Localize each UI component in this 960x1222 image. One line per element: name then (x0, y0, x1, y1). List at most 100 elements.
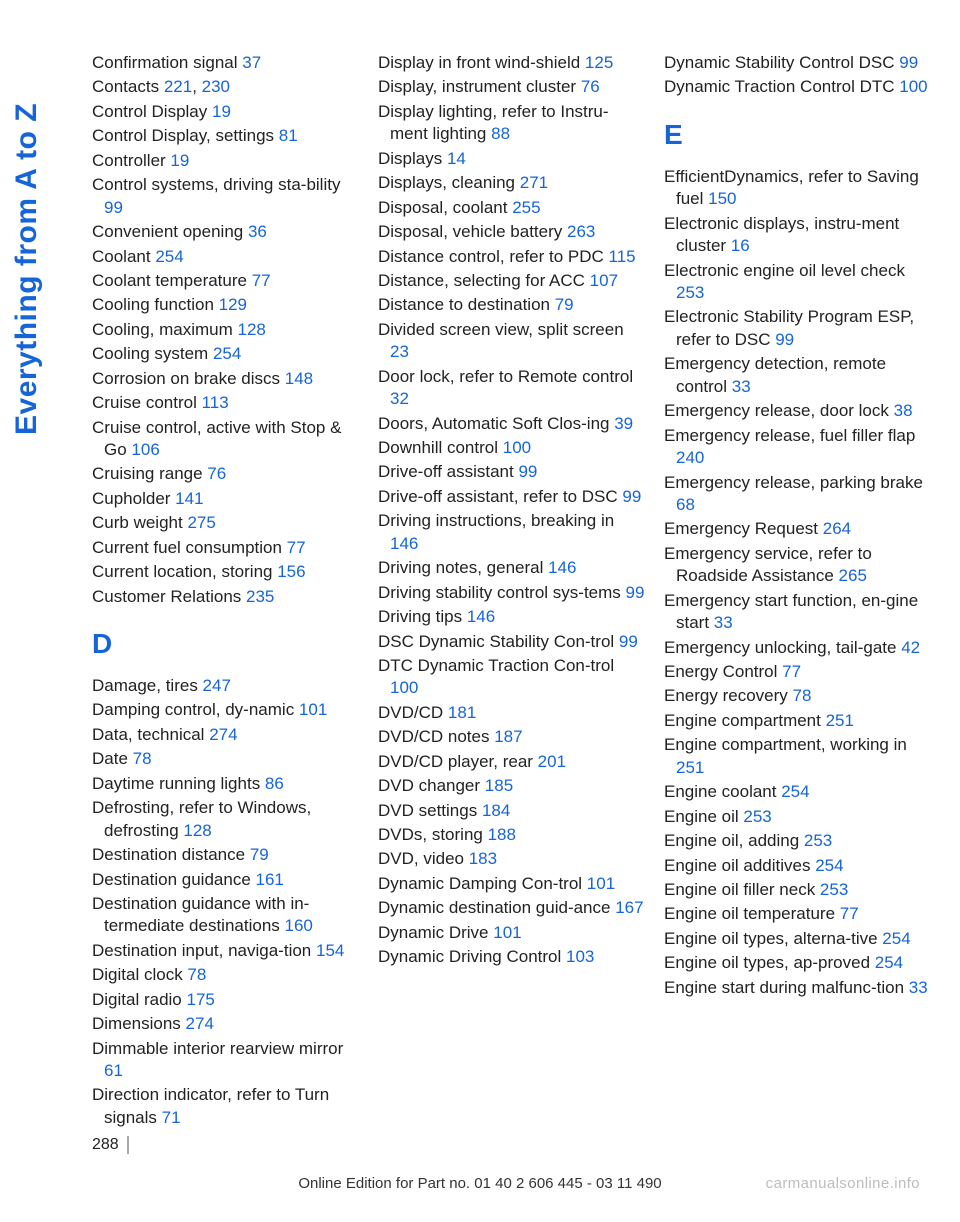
page-ref[interactable]: 99 (518, 462, 537, 481)
page-ref[interactable]: 128 (238, 320, 266, 339)
page-ref[interactable]: 14 (447, 149, 466, 168)
page-ref[interactable]: 19 (170, 151, 189, 170)
page-ref[interactable]: 161 (256, 870, 284, 889)
page-ref[interactable]: 78 (187, 965, 206, 984)
page-ref[interactable]: 253 (676, 283, 704, 302)
page-ref[interactable]: 175 (187, 990, 215, 1009)
page-ref[interactable]: 150 (708, 189, 736, 208)
index-entry-text: Driving tips (378, 607, 467, 626)
page-ref[interactable]: 106 (131, 440, 159, 459)
page-ref[interactable]: 32 (390, 389, 409, 408)
page-ref[interactable]: 99 (899, 53, 918, 72)
page-ref[interactable]: 251 (676, 758, 704, 777)
page-ref[interactable]: 68 (676, 495, 695, 514)
page-ref[interactable]: 274 (209, 725, 237, 744)
page-ref[interactable]: 99 (626, 583, 645, 602)
page-ref[interactable]: 128 (183, 821, 211, 840)
page-ref[interactable]: 264 (823, 519, 851, 538)
page-ref[interactable]: 183 (469, 849, 497, 868)
page-ref[interactable]: 125 (585, 53, 613, 72)
page-ref[interactable]: 146 (467, 607, 495, 626)
page-ref[interactable]: 113 (202, 393, 229, 412)
page-ref[interactable]: 100 (390, 678, 418, 697)
page-ref[interactable]: 235 (246, 587, 274, 606)
page-ref[interactable]: 230 (202, 77, 230, 96)
page-ref[interactable]: 254 (213, 344, 241, 363)
page-ref[interactable]: 39 (614, 414, 633, 433)
page-ref[interactable]: 77 (287, 538, 306, 557)
page-ref[interactable]: 99 (622, 487, 641, 506)
page-ref[interactable]: 115 (609, 247, 636, 266)
page-ref[interactable]: 254 (781, 782, 809, 801)
page-ref[interactable]: 251 (826, 711, 854, 730)
page-ref[interactable]: 77 (840, 904, 859, 923)
page-ref[interactable]: 254 (882, 929, 910, 948)
page-ref[interactable]: 154 (316, 941, 344, 960)
page-ref[interactable]: 16 (731, 236, 750, 255)
page-ref[interactable]: 71 (162, 1108, 181, 1127)
page-ref[interactable]: 107 (590, 271, 618, 290)
page-ref[interactable]: 33 (732, 377, 751, 396)
page-ref[interactable]: 79 (555, 295, 574, 314)
page-ref[interactable]: 187 (494, 727, 522, 746)
page-ref[interactable]: 271 (520, 173, 548, 192)
page-ref[interactable]: 76 (581, 77, 600, 96)
page-ref[interactable]: 247 (203, 676, 231, 695)
page-ref[interactable]: 181 (448, 703, 476, 722)
page-ref[interactable]: 254 (155, 247, 183, 266)
page-ref[interactable]: 167 (615, 898, 643, 917)
page-ref[interactable]: 78 (793, 686, 812, 705)
page-ref[interactable]: 263 (567, 222, 595, 241)
page-ref[interactable]: 79 (250, 845, 269, 864)
page-ref[interactable]: 185 (485, 776, 513, 795)
page-ref[interactable]: 188 (488, 825, 516, 844)
page-ref[interactable]: 86 (265, 774, 284, 793)
page-ref[interactable]: 81 (279, 126, 298, 145)
page-ref[interactable]: 37 (242, 53, 261, 72)
page-ref[interactable]: 253 (804, 831, 832, 850)
page-ref[interactable]: 100 (899, 77, 927, 96)
page-ref[interactable]: 274 (186, 1014, 214, 1033)
page-ref[interactable]: 184 (482, 801, 510, 820)
page-ref[interactable]: 275 (187, 513, 215, 532)
page-ref[interactable]: 146 (548, 558, 576, 577)
page-ref[interactable]: 38 (894, 401, 913, 420)
page-ref[interactable]: 254 (875, 953, 903, 972)
page-ref[interactable]: 19 (212, 102, 231, 121)
page-ref[interactable]: 253 (820, 880, 848, 899)
page-ref[interactable]: 254 (815, 856, 843, 875)
page-ref[interactable]: 265 (839, 566, 867, 585)
page-ref[interactable]: 240 (676, 448, 704, 467)
page-ref[interactable]: 255 (512, 198, 540, 217)
page-ref[interactable]: 103 (566, 947, 594, 966)
page-ref[interactable]: 221 (164, 77, 192, 96)
page-ref[interactable]: 36 (248, 222, 267, 241)
page-ref[interactable]: 61 (104, 1061, 123, 1080)
page-ref[interactable]: 146 (390, 534, 418, 553)
page-ref[interactable]: 23 (390, 342, 409, 361)
index-entry: Contacts 221, 230 (92, 76, 360, 98)
page-ref[interactable]: 101 (299, 700, 327, 719)
page-ref[interactable]: 160 (285, 916, 313, 935)
page-ref[interactable]: 88 (491, 124, 510, 143)
page-ref[interactable]: 33 (909, 978, 928, 997)
page-ref[interactable]: 100 (503, 438, 531, 457)
page-ref[interactable]: 201 (538, 752, 566, 771)
page-ref[interactable]: 99 (104, 198, 123, 217)
page-ref[interactable]: 141 (175, 489, 203, 508)
page-ref[interactable]: 78 (133, 749, 152, 768)
page-ref[interactable]: 156 (277, 562, 305, 581)
page-ref[interactable]: 99 (619, 632, 638, 651)
index-entry-text: Cooling function (92, 295, 219, 314)
page-ref[interactable]: 76 (207, 464, 226, 483)
page-ref[interactable]: 101 (493, 923, 521, 942)
page-ref[interactable]: 253 (743, 807, 771, 826)
page-ref[interactable]: 99 (775, 330, 794, 349)
page-ref[interactable]: 42 (901, 638, 920, 657)
page-ref[interactable]: 77 (252, 271, 271, 290)
page-ref[interactable]: 129 (219, 295, 247, 314)
page-ref[interactable]: 148 (285, 369, 313, 388)
page-ref[interactable]: 33 (714, 613, 733, 632)
page-ref[interactable]: 77 (782, 662, 801, 681)
page-ref[interactable]: 101 (587, 874, 615, 893)
